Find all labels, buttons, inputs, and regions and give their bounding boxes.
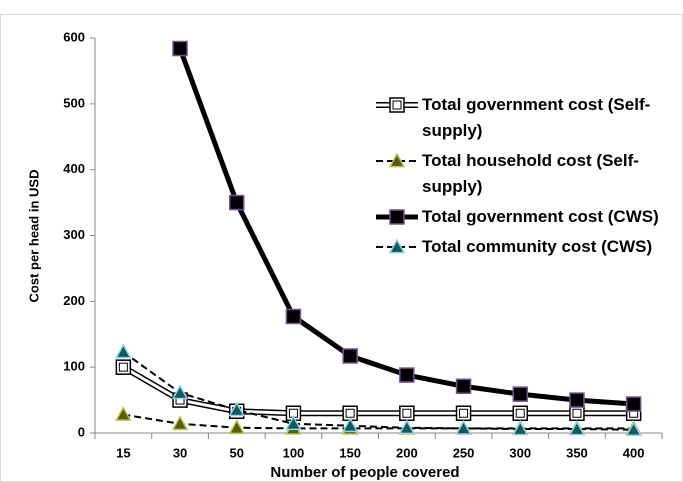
x-tick-label: 400 xyxy=(623,445,645,460)
legend-entry: Total community cost (CWS) xyxy=(372,234,683,260)
legend-icon xyxy=(376,238,418,254)
y-tick-label: 300 xyxy=(63,227,85,242)
legend-label: Total government cost (Self-supply) xyxy=(422,95,651,140)
legend-label: Total government cost (CWS) xyxy=(422,207,659,226)
marker xyxy=(229,194,245,211)
marker-inner xyxy=(402,408,412,418)
x-tick-label: 250 xyxy=(453,445,475,460)
marker xyxy=(455,419,472,435)
marker xyxy=(569,392,585,408)
marker xyxy=(171,384,189,400)
x-tick-label: 100 xyxy=(283,445,305,460)
legend-entry: Total government cost (Self-supply) xyxy=(372,92,683,144)
y-tick-label: 500 xyxy=(63,95,85,110)
series-line-inner xyxy=(122,365,634,415)
marker xyxy=(341,417,359,433)
marker-inner xyxy=(515,408,525,418)
x-tick-label: 200 xyxy=(396,445,418,460)
marker xyxy=(389,209,405,225)
legend-label: Total household cost (Self-supply) xyxy=(422,151,639,196)
x-tick-label: 50 xyxy=(230,445,244,460)
x-tick-label: 300 xyxy=(509,445,531,460)
series-line xyxy=(123,413,634,430)
marker xyxy=(455,405,472,421)
marker xyxy=(228,419,246,435)
marker xyxy=(228,401,246,417)
marker xyxy=(115,359,132,375)
marker-inner xyxy=(118,362,128,372)
y-tick-label: 600 xyxy=(63,29,85,44)
x-tick-label: 30 xyxy=(173,445,187,460)
y-tick-label: 200 xyxy=(63,293,85,308)
x-tick-label: 15 xyxy=(116,445,130,460)
marker xyxy=(342,348,358,364)
y-tick-label: 400 xyxy=(63,161,85,176)
marker xyxy=(115,343,132,359)
y-axis-label: Cost per head in USD xyxy=(26,170,41,303)
marker xyxy=(171,415,189,431)
marker xyxy=(399,367,415,383)
marker xyxy=(115,406,132,421)
marker-inner xyxy=(392,100,402,110)
y-tick-label: 0 xyxy=(78,424,85,439)
marker xyxy=(512,405,528,421)
marker xyxy=(388,238,406,254)
series-line xyxy=(122,351,634,431)
marker xyxy=(569,405,585,421)
legend-icon xyxy=(376,209,418,225)
marker xyxy=(399,405,415,421)
legend-icon xyxy=(376,97,418,113)
marker-inner xyxy=(459,408,469,418)
legend-label: Total community cost (CWS) xyxy=(422,237,653,256)
legend-entry: Total government cost (CWS) xyxy=(372,204,683,230)
marker xyxy=(172,40,188,57)
legend-icon xyxy=(376,152,418,168)
marker xyxy=(398,419,416,435)
x-tick-label: 350 xyxy=(566,445,588,460)
x-axis-label: Number of people covered xyxy=(270,464,459,481)
marker xyxy=(285,415,302,431)
y-tick-label: 100 xyxy=(63,359,85,374)
marker xyxy=(285,308,302,325)
legend: Total government cost (Self-supply) Total… xyxy=(372,92,683,264)
marker xyxy=(625,421,642,437)
marker xyxy=(568,420,586,436)
x-tick-label: 150 xyxy=(339,445,361,460)
marker xyxy=(455,378,472,395)
marker xyxy=(511,420,529,436)
series-line xyxy=(121,364,634,417)
marker xyxy=(388,152,406,168)
marker xyxy=(512,386,528,402)
marker xyxy=(625,396,642,412)
marker xyxy=(389,97,405,113)
marker-inner xyxy=(572,408,582,418)
legend-entry: Total household cost (Self-supply) xyxy=(372,148,683,200)
